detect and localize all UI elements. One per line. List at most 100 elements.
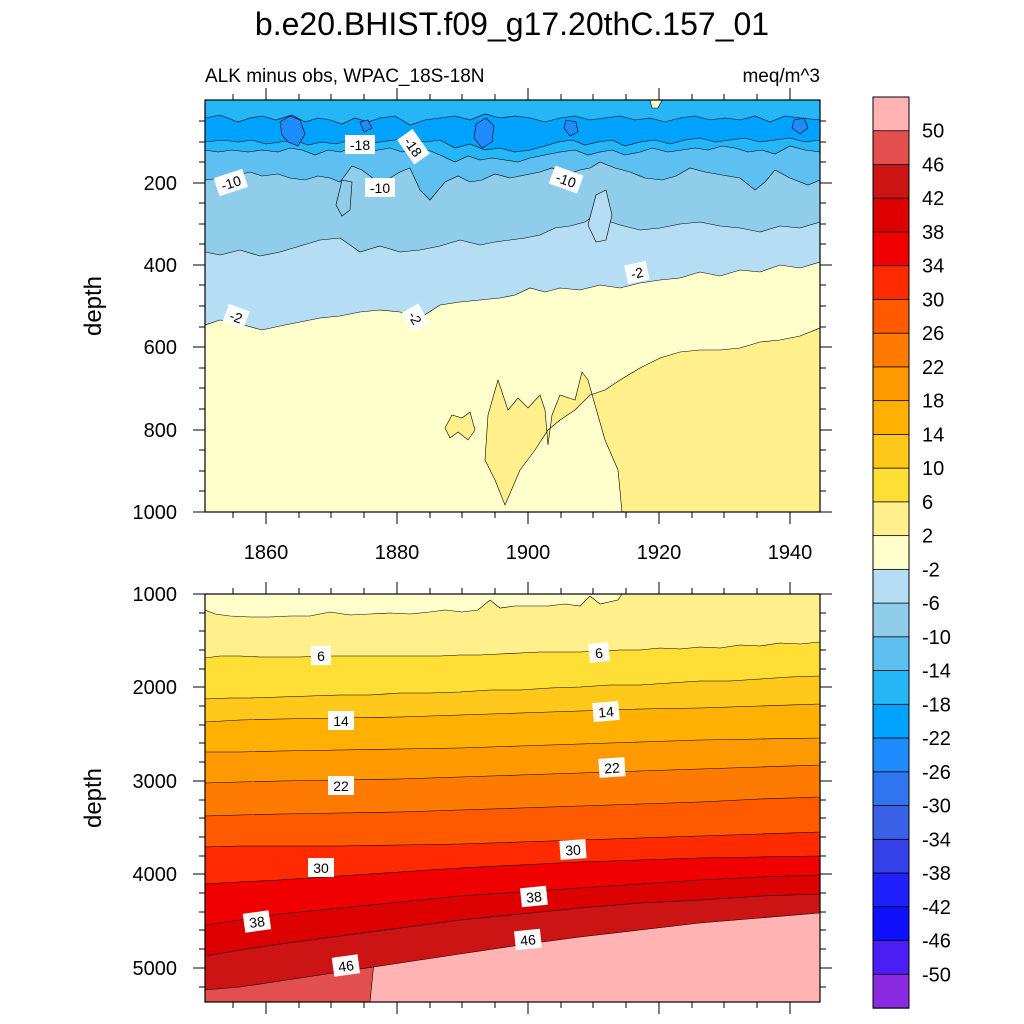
colorbar-swatch (872, 164, 910, 199)
x-tick-label: 1920 (637, 542, 682, 564)
lower-y-axis-title: depth (80, 768, 107, 828)
colorbar-label: 6 (922, 492, 933, 514)
band-level-2 (484, 327, 820, 512)
contour-label: -10 (219, 172, 243, 194)
colorbar-label: 10 (922, 458, 944, 480)
subtitle-left: ALK minus obs, WPAC_18S-18N (205, 66, 485, 87)
upper-y-tick-label: 600 (144, 337, 177, 359)
contour-label: 30 (565, 841, 582, 858)
colorbar-label: -18 (922, 694, 951, 716)
colorbar-label: -42 (922, 897, 951, 919)
upper-axes-frame (193, 88, 832, 524)
colorbar-swatch (872, 906, 910, 942)
colorbar-swatch (872, 467, 910, 503)
colorbar-label: 22 (922, 357, 944, 379)
upper-panel-fill (205, 100, 820, 512)
colorbar-swatch (872, 96, 910, 132)
colorbar-swatch (872, 636, 910, 672)
colorbar-label: -34 (922, 829, 951, 851)
upper-y-tick-label: 800 (144, 420, 177, 442)
upper-y-axis-title: depth (80, 276, 107, 336)
lower-panel-fill (205, 594, 820, 1002)
lower-y-tick-label: 3000 (133, 771, 178, 793)
colorbar-label: 2 (922, 526, 933, 548)
colorbar-swatch (872, 400, 910, 436)
x-tick-labels: 1860 1880 1900 1920 1940 (244, 542, 813, 564)
colorbar-swatch (872, 535, 910, 571)
colorbar-label: -50 (922, 964, 951, 986)
colorbar-swatch (872, 940, 910, 975)
colorbar-label: -2 (922, 559, 940, 581)
subtitle-right: meq/m^3 (742, 66, 820, 87)
chart-title: b.e20.BHIST.f09_g17.20thC.157_01 (255, 6, 769, 42)
x-tick-label: 1900 (506, 542, 551, 564)
colorbar-swatch (872, 501, 910, 537)
band-level-2-islet (444, 411, 476, 441)
band-level-neg26-2 (473, 117, 495, 149)
upper-y-tick-labels: 200 400 600 800 1000 (133, 173, 178, 524)
colorbar-swatch (872, 805, 910, 840)
colorbar-swatch (872, 265, 910, 301)
contour-label: 14 (598, 703, 615, 720)
colorbar-swatch (872, 568, 910, 604)
colorbar-swatch (872, 366, 910, 402)
band-level-neg26-1 (279, 115, 306, 147)
contour-label: -10 (554, 169, 579, 191)
colorbar-swatch (872, 299, 910, 334)
colorbar-label: 34 (922, 256, 944, 278)
x-tick-label: 1880 (375, 542, 420, 564)
colorbar-swatch (872, 838, 910, 874)
colorbar-label: 42 (922, 188, 944, 210)
colorbar-swatch (872, 197, 910, 233)
colorbar-label: 14 (922, 424, 944, 446)
band-level-neg6-pocket (587, 189, 613, 243)
band-level-neg2-lower (205, 594, 623, 618)
lower-axes-frame (193, 582, 832, 1014)
lower-y-tick-label: 4000 (133, 864, 178, 886)
contour-label: 14 (333, 713, 349, 729)
band-level-neg10-pocket (335, 179, 353, 217)
lower-y-tick-labels: 1000 2000 3000 4000 5000 (133, 584, 178, 980)
colorbar-swatch (872, 130, 910, 166)
contour-label: 30 (313, 860, 329, 876)
colorbar-swatch (872, 434, 910, 469)
contour-label: -10 (370, 180, 390, 196)
contour-label: -2 (227, 307, 244, 326)
upper-y-tick-label: 200 (144, 173, 177, 195)
band-level-neg26-5 (791, 117, 809, 135)
contour-label: -18 (350, 137, 370, 153)
colorbar-label: -22 (922, 728, 951, 750)
upper-contour-labels: -18 -18 -10 -10 -10 -2 -2 -2 (213, 128, 650, 333)
colorbar-label: 46 (922, 154, 944, 176)
band-level-neg26-3 (563, 119, 579, 137)
contour-label: 46 (337, 957, 355, 975)
colorbar-label: -30 (922, 796, 951, 818)
colorbar-swatch (872, 973, 910, 1009)
band-level-neg26-4 (359, 119, 373, 133)
colorbar-swatch (872, 737, 910, 773)
band-level-neg2-pocket (649, 100, 663, 109)
colorbar-label: -38 (922, 863, 951, 885)
upper-y-tick-label: 1000 (133, 502, 178, 524)
contour-label: 22 (604, 759, 621, 776)
colorbar-label: 50 (922, 121, 944, 143)
contour-label: 6 (594, 645, 604, 662)
colorbar-label: -46 (922, 931, 951, 953)
colorbar-swatch (872, 670, 910, 706)
colorbar-swatch (872, 872, 910, 908)
colorbar-label: 26 (922, 323, 944, 345)
contour-label: 22 (333, 778, 349, 794)
x-tick-label: 1940 (768, 542, 813, 564)
x-tick-label: 1860 (244, 542, 289, 564)
colorbar-swatch (872, 602, 910, 638)
contour-label: -2 (629, 264, 645, 282)
contour-label: 38 (248, 913, 266, 931)
colorbar-label: 30 (922, 289, 944, 311)
colorbar-label: 18 (922, 391, 944, 413)
lower-y-tick-label: 2000 (133, 677, 178, 699)
colorbar: 50 46 42 38 34 30 26 22 18 14 10 6 2 -2 -6 -10 -14 -18 -22… (872, 96, 951, 1009)
colorbar-frame (872, 96, 910, 1009)
contour-label: 6 (317, 648, 325, 664)
lower-contour-labels: 6 6 14 14 22 22 30 30 38 38 46 46 (242, 642, 626, 977)
